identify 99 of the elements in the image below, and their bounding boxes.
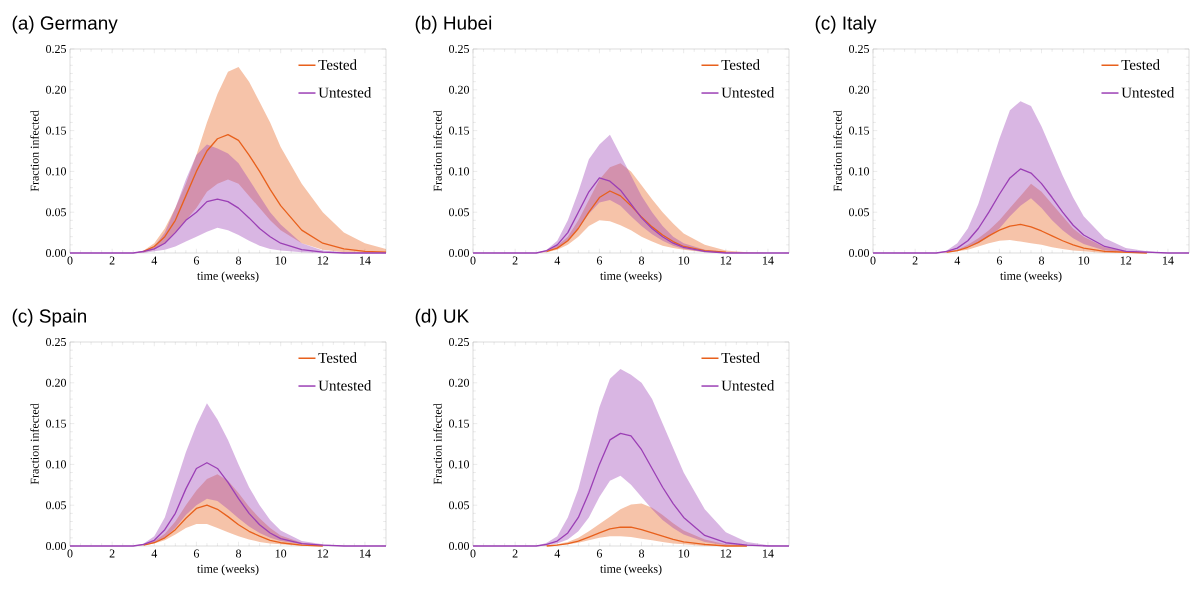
y-tick-label: 0.10 [849,167,870,176]
y-tick-label: 0.05 [449,501,470,510]
chart-title: (a) Germany [12,15,118,34]
x-tick-label: 12 [317,549,329,558]
legend-label: Tested [721,352,760,363]
x-axis-title: time (weeks) [600,271,662,283]
x-axis-title: time (weeks) [600,564,662,576]
x-tick-label: 14 [360,256,371,265]
x-tick-label: 4 [954,256,961,265]
x-tick-label: 14 [763,256,774,265]
y-tick-label: 0.20 [849,85,870,94]
line-series [546,526,748,547]
y-tick-label: 0.00 [449,248,470,258]
x-tick-label: 4 [151,256,158,265]
y-tick-label: 0.00 [449,541,470,551]
y-tick-label: 0.05 [849,208,870,217]
legend-label: Tested [318,59,357,70]
y-tick-label: 0.15 [449,126,470,135]
y-tick-label: 0.20 [46,378,67,387]
y-axis-title: Fraction infected [833,110,842,192]
x-tick-label: 12 [1120,256,1132,265]
x-axis-title: time (weeks) [197,564,259,576]
y-tick-label: 0.25 [46,44,67,54]
x-tick-label: 0 [67,549,73,558]
x-tick-label: 8 [236,549,242,558]
y-tick-label: 0.10 [46,167,67,176]
x-tick-label: 10 [275,256,287,265]
line-series [143,504,324,547]
legend-label: Tested [1121,59,1160,70]
x-tick-label: 8 [639,549,645,558]
x-tick-label: 6 [596,549,603,558]
legend-label: Untested [318,87,372,98]
x-tick-label: 0 [67,256,73,265]
x-tick-label: 4 [151,549,158,558]
x-tick-label: 10 [678,549,690,558]
x-tick-label: 10 [275,549,287,558]
y-tick-label: 0.05 [46,208,67,217]
legend-label: Untested [1121,87,1175,98]
y-tick-label: 0.05 [46,501,67,510]
x-tick-label: 2 [512,549,518,558]
x-tick-label: 2 [109,549,115,558]
x-tick-label: 8 [639,256,645,265]
y-tick-label: 0.10 [46,460,67,469]
y-tick-label: 0.15 [849,126,870,135]
legend-label: Untested [318,380,372,391]
chart-title: (d) UK [415,308,469,327]
chart-title: (b) Hubei [415,15,492,34]
x-tick-label: 12 [720,549,732,558]
x-tick-label: 6 [596,256,603,265]
x-axis-title: time (weeks) [1000,271,1062,283]
x-tick-label: 8 [1039,256,1045,265]
y-tick-label: 0.10 [449,460,470,469]
y-tick-label: 0.20 [449,378,470,387]
x-tick-label: 14 [1163,256,1174,265]
x-tick-label: 6 [193,549,200,558]
x-tick-label: 4 [554,256,561,265]
y-axis-title: Fraction infected [30,403,39,485]
x-tick-label: 6 [193,256,200,265]
y-tick-label: 0.00 [849,248,870,258]
x-tick-label: 8 [236,256,242,265]
x-axis-title: time (weeks) [197,271,259,283]
x-tick-label: 2 [109,256,115,265]
legend-label: Tested [318,352,357,363]
y-axis-title: Fraction infected [30,110,39,192]
x-tick-label: 4 [554,549,561,558]
legend-label: Tested [721,59,760,70]
y-tick-label: 0.00 [46,541,67,551]
y-tick-label: 0.25 [849,44,870,54]
y-tick-label: 0.10 [449,167,470,176]
y-tick-label: 0.05 [449,208,470,217]
chart-title: (c) Spain [12,308,87,327]
x-tick-label: 2 [512,256,518,265]
y-tick-label: 0.25 [46,337,67,347]
y-tick-label: 0.15 [46,126,67,135]
y-axis-title: Fraction infected [433,110,442,192]
y-axis-title: Fraction infected [433,403,442,485]
y-tick-label: 0.25 [449,337,470,347]
y-tick-label: 0.25 [449,44,470,54]
y-tick-label: 0.15 [449,419,470,428]
x-tick-label: 6 [996,256,1003,265]
line-series [143,134,387,253]
x-tick-label: 10 [1078,256,1090,265]
x-tick-label: 0 [470,256,476,265]
x-tick-label: 0 [870,256,876,265]
legend-label: Untested [721,380,775,391]
y-tick-label: 0.00 [46,248,67,258]
x-tick-label: 14 [360,549,371,558]
x-tick-label: 10 [678,256,690,265]
x-tick-label: 12 [317,256,329,265]
y-tick-label: 0.15 [46,419,67,428]
chart-title: (c) Italy [815,15,877,34]
legend-label: Untested [721,87,775,98]
y-tick-label: 0.20 [46,85,67,94]
x-tick-label: 14 [763,549,774,558]
y-tick-label: 0.20 [449,85,470,94]
x-tick-label: 2 [912,256,918,265]
x-tick-label: 0 [470,549,476,558]
line-series [546,190,727,253]
x-tick-label: 12 [720,256,732,265]
